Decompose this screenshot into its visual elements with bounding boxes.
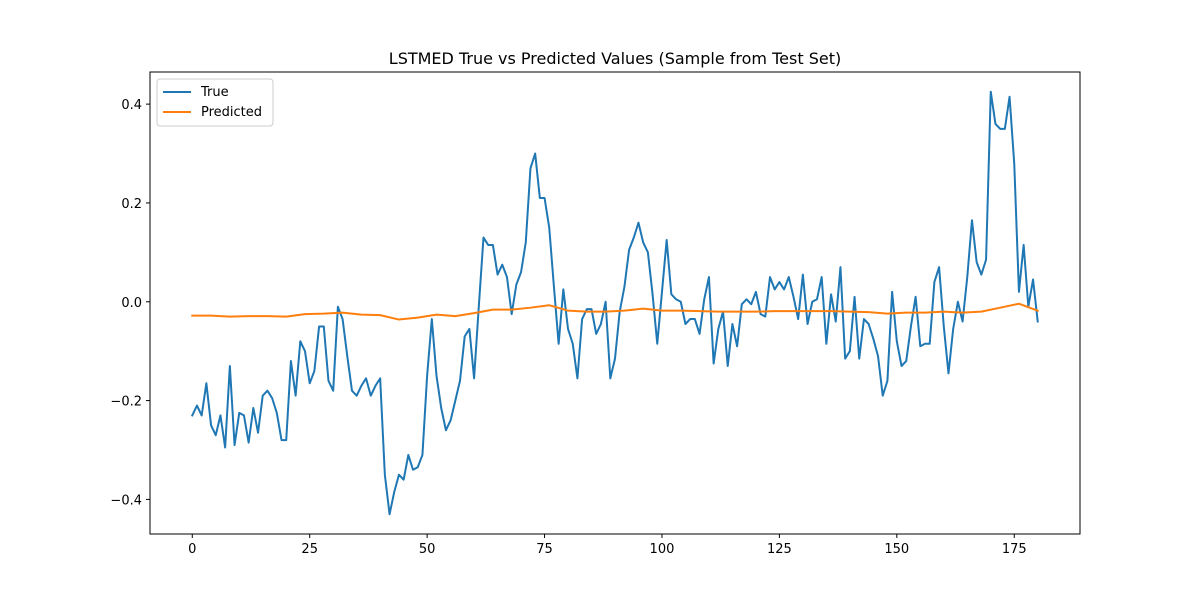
y-tick-label: 0.4 bbox=[121, 98, 142, 113]
series-line-true bbox=[190, 90, 1039, 516]
legend-label-predicted: Predicted bbox=[201, 105, 262, 120]
series-layer bbox=[190, 90, 1040, 516]
axes-border bbox=[149, 71, 1081, 535]
axes: 0 25 50 75 100 125 150 175 −0.4 −0.2 0.0 0.2 0.4 bbox=[110, 98, 1026, 557]
plot-background bbox=[150, 72, 1080, 534]
x-tick-label: 100 bbox=[650, 542, 675, 557]
x-tick-label: 125 bbox=[767, 542, 792, 557]
x-tick-label: 175 bbox=[1002, 542, 1027, 557]
x-tick-label: 75 bbox=[536, 542, 553, 557]
x-tick-label: 50 bbox=[419, 542, 436, 557]
legend: True Predicted bbox=[156, 78, 274, 127]
x-tick-label: 150 bbox=[884, 542, 909, 557]
legend-box bbox=[156, 78, 274, 127]
y-tick-label: 0.0 bbox=[121, 296, 142, 311]
y-tick-label: −0.2 bbox=[110, 395, 142, 410]
chart-title: LSTMED True vs Predicted Values (Sample … bbox=[389, 49, 841, 68]
plot-area bbox=[150, 72, 1080, 534]
series-line-predicted bbox=[191, 302, 1040, 321]
axes-frame bbox=[149, 71, 1081, 535]
y-tick-label: 0.2 bbox=[121, 197, 142, 212]
y-tick-label: −0.4 bbox=[110, 493, 142, 508]
x-tick-label: 25 bbox=[301, 542, 318, 557]
x-tick-label: 0 bbox=[188, 542, 196, 557]
legend-label-true: True bbox=[200, 85, 229, 100]
